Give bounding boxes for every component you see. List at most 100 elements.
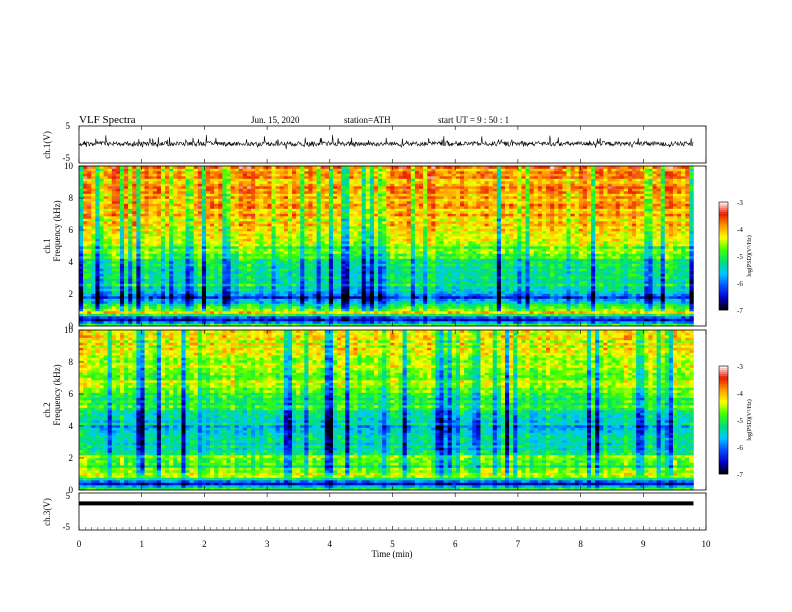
colorbar-segment (719, 218, 728, 221)
colorbar-segment (719, 452, 728, 455)
colorbar-segment (719, 446, 728, 449)
ch3-ytick-neg5: -5 (63, 522, 71, 532)
colorbar-segment (719, 456, 728, 459)
ch2-frequency-label: Frequency (kHz) (52, 364, 62, 425)
colorbar-segment (719, 372, 728, 375)
colorbar-segment (719, 224, 728, 227)
colorbar-segment (719, 264, 728, 267)
colorbar-ch2-tick-neg5: -5 (737, 417, 743, 425)
colorbar-segment (719, 408, 728, 411)
colorbar-segment (719, 238, 728, 241)
ch2-spectrogram-ytick-label: 4 (69, 421, 74, 431)
start-ut-label: start UT = 9 : 50 : 1 (438, 115, 509, 125)
colorbar-segment (719, 258, 728, 261)
colorbar-segment (719, 440, 728, 443)
colorbar-segment (719, 376, 728, 379)
colorbar-segment (719, 244, 728, 247)
colorbar-segment (719, 374, 728, 377)
waveform-panel-ch1: 5 -5 ch.1(V) (42, 121, 707, 164)
ch1-spectrogram-ytick-label: 8 (69, 193, 74, 203)
colorbar-segment (719, 206, 728, 209)
colorbar-segment (719, 448, 728, 451)
colorbar-segment (719, 292, 728, 295)
time-tick-label: 2 (202, 539, 207, 549)
colorbar-segment (719, 416, 728, 419)
colorbar-segment (719, 380, 728, 383)
ch2-spectrogram-ytick-label: 0 (69, 485, 74, 495)
colorbar-segment (719, 272, 728, 275)
colorbar-segment (719, 424, 728, 427)
colorbar-ch1-label: log(PSD)(V²/Hz) (746, 235, 753, 276)
colorbar-segment (719, 464, 728, 467)
colorbar-ch2-tick-neg4: -4 (737, 390, 743, 398)
colorbar-segment (719, 434, 728, 437)
colorbar-segment (719, 442, 728, 445)
colorbar-segment (719, 220, 728, 223)
spectrogram-panel-ch1: 0 2 4 6 8 10 ch.1 Frequency (kHz) (42, 161, 707, 331)
colorbar-segment (719, 300, 728, 303)
time-tick-label: 3 (265, 539, 270, 549)
colorbar-ch2-tick-neg3: -3 (737, 363, 743, 371)
ch2-spectrogram-ytick-label: 6 (69, 389, 74, 399)
colorbar-segment (719, 210, 728, 213)
colorbar-segment (719, 430, 728, 433)
spectrogram-panel-ch2: 0 2 4 6 8 10 ch.2 Frequency (kHz) (42, 325, 707, 495)
colorbar-segment (719, 398, 728, 401)
colorbar-segment (719, 426, 728, 429)
ch3-ytick-5: 5 (66, 491, 71, 501)
time-tick-label: 9 (641, 539, 646, 549)
colorbar-segment (719, 308, 728, 311)
time-tick-label: 1 (139, 539, 144, 549)
colorbar-segment (719, 230, 728, 233)
colorbar-segment (719, 284, 728, 287)
colorbar-ch2-tick-neg6: -6 (737, 444, 743, 452)
colorbar-segment (719, 394, 728, 397)
colorbar-segment (719, 384, 728, 387)
colorbar-segment (719, 402, 728, 405)
time-axis-label: Time (min) (372, 549, 413, 559)
colorbar-segment (719, 444, 728, 447)
colorbar-segment (719, 228, 728, 231)
colorbar-segment (719, 268, 728, 271)
colorbar-segment (719, 250, 728, 253)
colorbar-segment (719, 270, 728, 273)
ch2-spectrogram-cells (79, 330, 694, 491)
colorbar-segment (719, 370, 728, 373)
colorbar-segment (719, 266, 728, 269)
time-tick-label: 10 (702, 539, 712, 549)
colorbar-segment (719, 260, 728, 263)
colorbar-segment (719, 202, 728, 205)
ch1-spectrogram-ytick-label: 4 (69, 257, 74, 267)
colorbar-segment (719, 366, 728, 369)
colorbar-segment (719, 410, 728, 413)
colorbar-segment (719, 276, 728, 279)
colorbar-segment (719, 212, 728, 215)
colorbar-segment (719, 392, 728, 395)
colorbar-segment (719, 290, 728, 293)
colorbar-segment (719, 296, 728, 299)
ch1-spectrogram-ytick-label: 10 (64, 161, 74, 171)
colorbar-segment (719, 400, 728, 403)
colorbar-segment (719, 262, 728, 265)
colorbar-segment (719, 226, 728, 229)
colorbar-ch2-label: log(PSD)(V²/Hz) (746, 399, 753, 440)
colorbar-segment (719, 472, 728, 475)
colorbar-ch2-frame (718, 365, 729, 475)
colorbar-segment (719, 412, 728, 415)
colorbar-segment (719, 460, 728, 463)
ch3-waveform-frame (78, 492, 707, 531)
colorbar-segment (719, 298, 728, 301)
ch1-spectrogram-cells (79, 166, 694, 327)
colorbar-segment (719, 378, 728, 381)
ch2-channel-label: ch.2 (42, 402, 52, 417)
colorbar-segment (719, 240, 728, 243)
ch1-spectrogram-ytick-label: 6 (69, 225, 74, 235)
colorbar-segment (719, 432, 728, 435)
colorbar-segment (719, 242, 728, 245)
ch2-spectrogram-ytick-label: 2 (69, 453, 74, 463)
colorbar-segment (719, 236, 728, 239)
colorbar-segment (719, 418, 728, 421)
ch1-frequency-label: Frequency (kHz) (52, 200, 62, 261)
time-axis: 0 1 2 3 4 5 6 7 8 9 10 (77, 126, 711, 549)
colorbar-segment (719, 214, 728, 217)
